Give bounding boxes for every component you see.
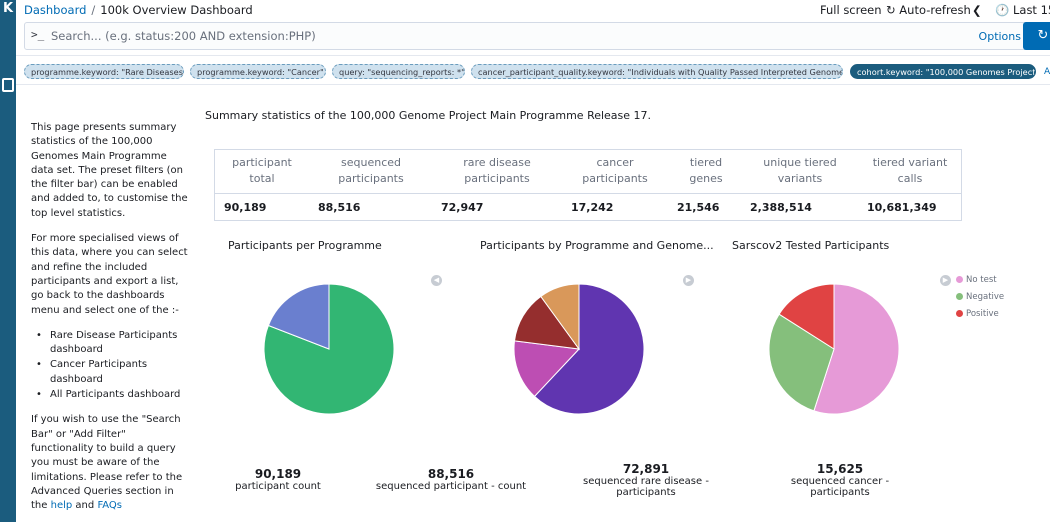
refresh-icon: ↻ [1037, 28, 1049, 43]
query-language-icon[interactable]: >_ [31, 28, 45, 41]
sarscov2-pie-chart[interactable] [768, 283, 900, 415]
breadcrumb-dashboard-link[interactable]: Dashboard [24, 3, 87, 17]
summary-text: Summary statistics of the 100,000 Genome… [205, 109, 652, 122]
dashboard-icon[interactable] [2, 78, 14, 92]
dashboard-list: Rare Disease Participants dashboard Canc… [31, 329, 191, 403]
legend-item[interactable]: Positive [956, 309, 1004, 326]
legend-item[interactable]: No test [956, 275, 1004, 292]
filter-pill[interactable]: query: "sequencing_reports: *" [332, 64, 465, 79]
add-filter-link[interactable]: A [1044, 67, 1050, 77]
sarscov2-legend: No test Negative Positive [956, 275, 1004, 326]
filter-pill-active[interactable]: cohort.keyword: "100,000 Genomes Project… [850, 64, 1036, 79]
genome-slice[interactable] [540, 283, 580, 351]
metric-label: sequenced participant - count [375, 481, 527, 492]
genome-pie-chart[interactable] [513, 283, 645, 415]
stats-value: 72,947 [441, 201, 484, 214]
stats-value: 2,388,514 [750, 201, 812, 214]
filter-pill[interactable]: programme.keyword: "Cancer" [190, 64, 326, 79]
metric-value: 90,189 [254, 467, 302, 481]
legend-dot [956, 293, 963, 300]
breadcrumb-current: 100k Overview Dashboard [100, 3, 253, 17]
auto-refresh-button[interactable]: ↻ Auto-refresh [886, 3, 971, 17]
app-sidebar: K [0, 0, 16, 522]
top-bar: Dashboard / 100k Overview Dashboard Full s… [16, 0, 1050, 20]
filter-pill[interactable]: cancer_participant_quality.keyword: "Ind… [471, 64, 843, 79]
metric-value: 72,891 [622, 462, 670, 476]
full-screen-button[interactable]: Full screen [820, 3, 882, 17]
legend-label: Positive [966, 309, 999, 319]
legend-dot [956, 310, 963, 317]
dashboard-content: This page presents summary statistics of… [16, 86, 1050, 522]
filter-pill[interactable]: programme.keyword: "Rare Diseases" [24, 64, 184, 79]
legend-item[interactable]: Negative [956, 292, 1004, 309]
chevron-right-icon[interactable]: ▶ [940, 275, 951, 286]
intro-panel: This page presents summary statistics of… [31, 121, 191, 524]
metric-label: participant count [235, 481, 321, 492]
stats-header: rare disease participants [463, 156, 531, 185]
sarscov2-slice[interactable] [813, 283, 900, 415]
stats-value: 10,681,349 [867, 201, 937, 214]
chart-title: Participants by Programme and Genome... [480, 239, 714, 252]
limitations-text: If you wish to use the "Search Bar" or "… [31, 414, 183, 512]
metric-sequenced-count: 88,516 sequenced participant - count [374, 467, 528, 493]
chevron-right-icon[interactable]: ▶ [683, 275, 694, 286]
stats-value: 90,189 [224, 201, 267, 214]
help-link[interactable]: help [50, 500, 73, 512]
intro-paragraph-limitations: If you wish to use the "Search Bar" or "… [31, 413, 191, 513]
stats-header: cancer participants [582, 156, 648, 185]
stats-header: sequenced participants [338, 156, 404, 185]
list-item: All Participants dashboard [31, 388, 191, 403]
time-picker-button[interactable]: 🕐 Last 15 m [995, 3, 1050, 17]
stats-value: 17,242 [571, 201, 614, 214]
and-text: and [75, 500, 95, 512]
intro-paragraph: This page presents summary statistics of… [31, 122, 188, 219]
filter-bar: programme.keyword: "Rare Diseases" progr… [16, 55, 1050, 85]
stats-header: participant total [232, 156, 292, 185]
stats-header: unique tiered variants [763, 156, 837, 185]
chart-title: Sarscov2 Tested Participants [732, 239, 890, 252]
sarscov2-slice[interactable] [778, 283, 835, 350]
programme-pie-chart[interactable] [263, 283, 395, 415]
stats-value: 21,546 [677, 201, 720, 214]
search-input[interactable] [51, 26, 751, 46]
genome-slice[interactable] [533, 283, 645, 415]
refresh-button[interactable]: ↻ [1023, 22, 1050, 50]
stats-value: 88,516 [318, 201, 361, 214]
genome-slice[interactable] [513, 340, 581, 398]
programme-slice[interactable] [267, 283, 330, 350]
clock-icon: 🕐 [995, 3, 1010, 17]
stats-divider [215, 193, 961, 194]
metric-rare-disease-count: 72,891 sequenced rare disease - particip… [582, 462, 710, 499]
stats-header: tiered genes [689, 156, 723, 185]
stats-table: participant total sequenced participants… [214, 149, 962, 221]
stats-header: tiered variant calls [872, 156, 948, 185]
auto-refresh-label: Auto-refresh [899, 3, 971, 17]
faqs-link[interactable]: FAQs [97, 500, 123, 512]
metric-value: 15,625 [816, 462, 864, 476]
chevron-left-icon[interactable]: ❮ [972, 3, 982, 17]
metric-cancer-count: 15,625 sequenced cancer - participants [786, 462, 894, 499]
query-bar: >_ Options ↻ [16, 20, 1050, 54]
legend-label: Negative [966, 292, 1005, 302]
chevron-left-icon[interactable]: ◀ [431, 275, 442, 286]
metric-participant-count: 90,189 participant count [228, 467, 328, 493]
refresh-icon: ↻ [886, 3, 896, 17]
chart-title: Participants per Programme [228, 239, 382, 252]
intro-paragraph: For more specialised views of this data,… [31, 233, 188, 316]
sarscov2-slice[interactable] [768, 313, 835, 412]
breadcrumb-separator: / [91, 3, 96, 17]
app-logo[interactable]: K [0, 0, 16, 18]
list-item: Cancer Participants dashboard [31, 358, 191, 387]
legend-label: No test [966, 275, 997, 285]
search-options-button[interactable]: Options [978, 30, 1021, 43]
metric-label: sequenced cancer - participants [790, 476, 890, 498]
time-range-label: Last 15 m [1012, 3, 1050, 17]
legend-dot [956, 276, 963, 283]
breadcrumb: Dashboard / 100k Overview Dashboard [24, 3, 253, 17]
list-item: Rare Disease Participants dashboard [31, 329, 191, 358]
metric-value: 88,516 [427, 467, 475, 481]
search-box: >_ Options [24, 22, 1030, 50]
metric-label: sequenced rare disease - participants [583, 476, 709, 498]
